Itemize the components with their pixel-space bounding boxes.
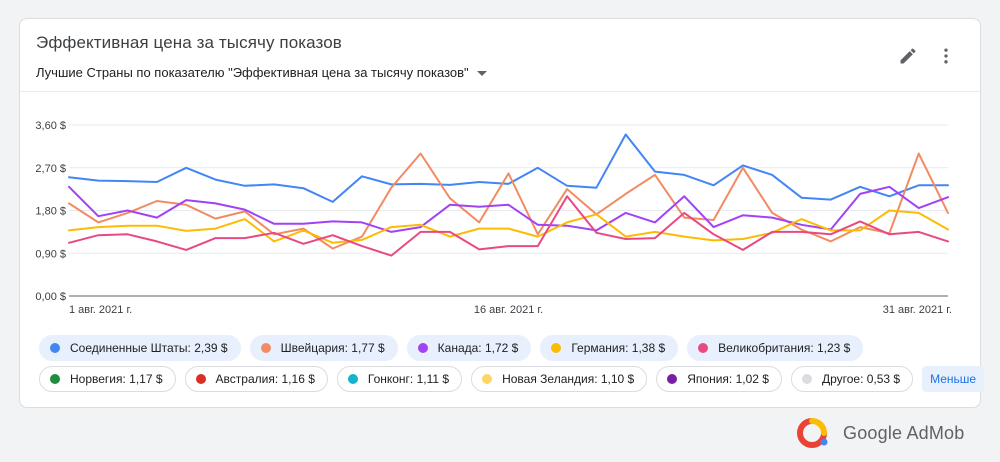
legend-label: Новая Зеландия: 1,10 $ (502, 372, 635, 386)
legend-chip[interactable]: Швейцария: 1,77 $ (249, 335, 398, 361)
legend-label: Германия: 1,38 $ (571, 341, 666, 355)
edit-button[interactable] (895, 43, 921, 69)
legend-label: Соединенные Штаты: 2,39 $ (70, 341, 228, 355)
legend-chip[interactable]: Япония: 1,02 $ (656, 366, 782, 392)
series-line[interactable] (68, 195, 949, 257)
legend-color-dot (50, 343, 60, 353)
legend-chip[interactable]: Гонконг: 1,11 $ (336, 366, 463, 392)
legend-chip[interactable]: Канада: 1,72 $ (406, 335, 532, 361)
legend-label: Япония: 1,02 $ (687, 372, 769, 386)
x-tick-label: 1 авг. 2021 г. (69, 304, 132, 316)
series-line[interactable] (68, 152, 949, 250)
legend-label: Канада: 1,72 $ (437, 341, 519, 355)
more-options-button[interactable] (933, 43, 959, 69)
legend-label: Австралия: 1,16 $ (215, 372, 315, 386)
legend-label: Великобритания: 1,23 $ (718, 341, 851, 355)
legend-color-dot (260, 343, 271, 353)
legend-color-dot (801, 374, 812, 384)
brand-name: Google AdMob (843, 422, 965, 443)
legend-color-dot (50, 374, 60, 384)
series-line[interactable] (68, 209, 949, 244)
metric-dropdown-label: Лучшие Страны по показателю "Эффективная… (36, 65, 469, 80)
legend-label: Норвегия: 1,17 $ (70, 372, 163, 386)
admob-logo-icon (797, 418, 828, 448)
legend-chip[interactable]: Австралия: 1,16 $ (184, 366, 328, 392)
series-line[interactable] (68, 133, 949, 203)
legend-chip[interactable]: Германия: 1,38 $ (540, 335, 679, 361)
legend-chip[interactable]: Новая Зеландия: 1,10 $ (471, 366, 648, 392)
pencil-icon (900, 48, 916, 64)
card-title: Эффективная цена за тысячу показов (36, 33, 342, 52)
legend-color-dot (195, 374, 206, 384)
legend-color-dot (667, 374, 678, 384)
legend-color-dot (482, 374, 493, 384)
y-tick-label: 3,60 $ (35, 120, 66, 132)
series-line[interactable] (68, 185, 949, 233)
legend-color-dot (551, 343, 562, 353)
header-divider (20, 91, 980, 92)
more-vert-icon (944, 48, 948, 64)
metric-dropdown[interactable]: Лучшие Страны по показателю "Эффективная… (36, 65, 487, 80)
x-tick-label: 31 авг. 2021 г. (883, 304, 952, 316)
legend-label: Гонконг: 1,11 $ (367, 372, 450, 386)
legend-label: Швейцария: 1,77 $ (280, 341, 385, 355)
legend-color-dot (417, 343, 428, 353)
y-tick-label: 0,00 $ (35, 291, 66, 303)
legend-chip[interactable]: Норвегия: 1,17 $ (39, 366, 176, 392)
legend-chip[interactable]: Великобритания: 1,23 $ (687, 335, 864, 361)
legend-label: Другое: 0,53 $ (821, 372, 901, 386)
x-tick-label: 16 авг. 2021 г. (474, 304, 543, 316)
y-tick-label: 0,90 $ (35, 248, 66, 260)
y-tick-label: 1,80 $ (35, 206, 66, 218)
y-tick-label: 2,70 $ (35, 163, 66, 175)
admob-brand: Google AdMob (795, 418, 964, 448)
chevron-down-icon (476, 71, 487, 76)
legend-chip[interactable]: Другое: 0,53 $ (790, 366, 914, 392)
chart-card: Эффективная цена за тысячу показов Лучши… (19, 18, 985, 408)
line-chart: 3,60 $ 2,70 $ 1,80 $ 0,90 $ 0,00 $1 авг. 202… (35, 120, 952, 316)
legend-color-dot (347, 374, 358, 384)
legend-color-dot (698, 343, 709, 353)
legend-chip[interactable]: Соединенные Штаты: 2,39 $ (39, 335, 241, 361)
legend-row-1: Соединенные Штаты: 2,39 $ Швейцария: 1,77… (39, 335, 864, 361)
legend-row-2: Норвегия: 1,17 $ Австралия: 1,16 $ Гонконг… (39, 366, 985, 392)
show-less-button[interactable]: Меньше (922, 366, 985, 392)
